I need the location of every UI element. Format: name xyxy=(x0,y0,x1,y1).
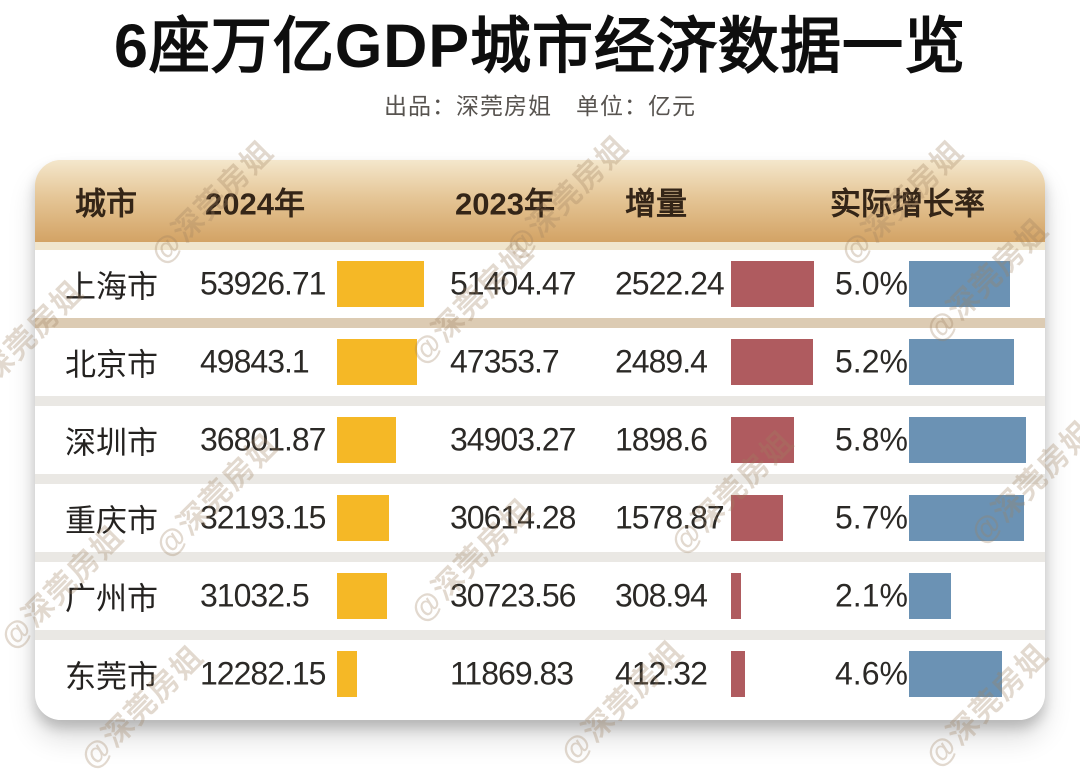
table-body: 上海市 53926.71 51404.47 2522.24 5.0% 北京市 4… xyxy=(35,242,1045,708)
table-row-shenzhen: 深圳市 36801.87 34903.27 1898.6 5.8% xyxy=(35,406,1045,474)
growth-rate-bar xyxy=(909,495,1025,541)
delta-bar xyxy=(731,573,742,619)
gdp-2023-value: 30614.28 xyxy=(450,499,576,536)
gdp-2024-value: 31032.5 xyxy=(200,577,310,614)
gdp-2023-value: 34903.27 xyxy=(450,421,576,458)
delta-bar xyxy=(731,651,745,697)
subtitle-credit-unit: 出品：深莞房姐 单位：亿元 xyxy=(384,93,696,120)
gdp-2024-bar xyxy=(337,573,388,619)
gdp-2024-bar xyxy=(337,651,357,697)
gdp-2024-value: 32193.15 xyxy=(200,499,326,536)
gdp-2023-value: 47353.7 xyxy=(450,343,560,380)
gdp-2024-value: 53926.71 xyxy=(200,265,326,302)
delta-bar xyxy=(731,417,794,463)
column-header-growth-rate: 实际增长率 xyxy=(830,186,985,222)
delta-bar xyxy=(731,339,813,385)
column-header-2024: 2024年 xyxy=(205,186,305,222)
growth-rate-value: 4.6% xyxy=(835,655,908,692)
city-name: 东莞市 xyxy=(65,659,158,695)
growth-rate-value: 5.8% xyxy=(835,421,908,458)
delta-value: 1578.87 xyxy=(615,499,725,536)
growth-rate-bar xyxy=(909,339,1014,385)
growth-rate-value: 5.0% xyxy=(835,265,908,302)
delta-value: 308.94 xyxy=(615,577,708,614)
gdp-2024-value: 36801.87 xyxy=(200,421,326,458)
table-row-dongguan: 东莞市 12282.15 11869.83 412.32 4.6% xyxy=(35,640,1045,708)
city-name: 广州市 xyxy=(65,581,158,617)
growth-rate-bar xyxy=(909,417,1027,463)
gdp-2024-bar xyxy=(337,339,418,385)
city-name: 深圳市 xyxy=(65,425,158,461)
page-title: 6座万亿GDP城市经济数据一览 xyxy=(113,12,967,80)
growth-rate-bar xyxy=(909,573,952,619)
gdp-2024-bar xyxy=(337,261,424,307)
column-header-2023: 2023年 xyxy=(455,186,555,222)
delta-bar xyxy=(731,261,814,307)
delta-value: 2522.24 xyxy=(615,265,725,302)
gdp-2023-value: 51404.47 xyxy=(450,265,576,302)
delta-value: 1898.6 xyxy=(615,421,708,458)
gdp-2024-value: 12282.15 xyxy=(200,655,326,692)
column-header-delta: 增量 xyxy=(625,186,687,222)
table-row-shanghai: 上海市 53926.71 51404.47 2522.24 5.0% xyxy=(35,250,1045,318)
gdp-2024-bar xyxy=(337,495,389,541)
delta-value: 2489.4 xyxy=(615,343,708,380)
city-name: 重庆市 xyxy=(65,503,158,539)
city-name: 上海市 xyxy=(65,269,158,305)
gdp-2023-value: 11869.83 xyxy=(450,655,574,692)
growth-rate-bar xyxy=(909,261,1010,307)
delta-value: 412.32 xyxy=(615,655,708,692)
growth-rate-value: 5.7% xyxy=(835,499,908,536)
table-row-chongqing: 重庆市 32193.15 30614.28 1578.87 5.7% xyxy=(35,484,1045,552)
gdp-2024-value: 49843.1 xyxy=(200,343,310,380)
table-row-guangzhou: 广州市 31032.5 30723.56 308.94 2.1% xyxy=(35,562,1045,630)
growth-rate-value: 5.2% xyxy=(835,343,908,380)
gdp-2023-value: 30723.56 xyxy=(450,577,576,614)
delta-bar xyxy=(731,495,783,541)
gdp-table-card: 城市 2024年 2023年 增量 实际增长率 上海市 53926.71 514… xyxy=(35,160,1045,720)
table-header-row: 城市 2024年 2023年 增量 实际增长率 xyxy=(35,160,1045,242)
city-name: 北京市 xyxy=(65,347,158,383)
gdp-2024-bar xyxy=(337,417,397,463)
growth-rate-value: 2.1% xyxy=(835,577,908,614)
table-row-beijing: 北京市 49843.1 47353.7 2489.4 5.2% xyxy=(35,328,1045,396)
growth-rate-bar xyxy=(909,651,1002,697)
column-header-city: 城市 xyxy=(75,186,137,222)
